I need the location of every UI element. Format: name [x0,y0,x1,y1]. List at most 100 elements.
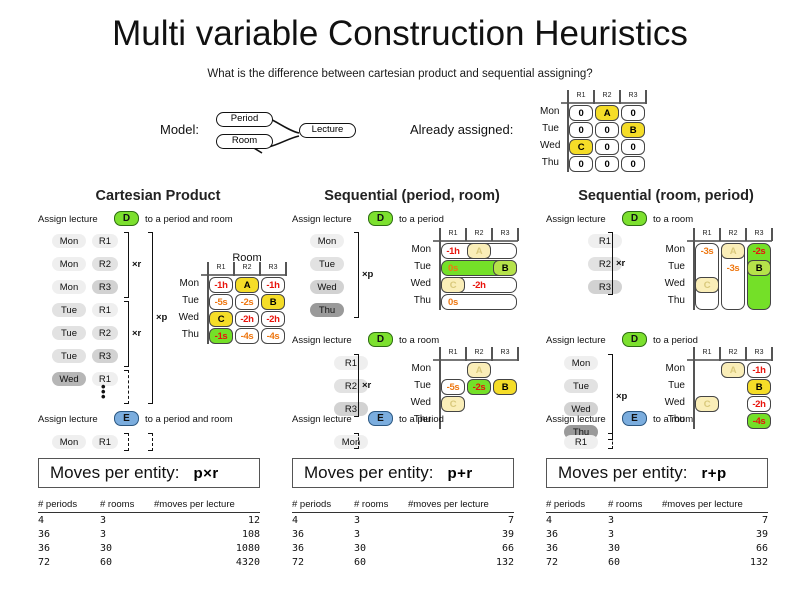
table-row: 72 60 132 [292,555,514,569]
assign-entity-pill-D[interactable]: D [368,332,393,347]
stats-header-1: # rooms [608,498,662,513]
table-row: 36 30 66 [292,541,514,555]
grid-col-header-R1: R1 [702,349,712,356]
rooms-value: 60 [100,556,113,568]
periods-value: 36 [546,528,559,540]
grid-cell: 0s [448,296,458,308]
stats-header-1: # rooms [100,498,154,513]
assign-entity-pill-E[interactable]: E [114,411,139,426]
stats-header-0: # periods [546,498,608,513]
moves-per-entity-label: Moves per entity: [304,463,434,482]
grid-col-header-R3: R3 [500,349,510,356]
grid-cell: C [695,277,719,293]
grid-bar [695,243,719,310]
grid-title-room: Room [232,252,262,264]
grid-col-divider [517,347,519,361]
grid-col-header-R1: R1 [702,230,712,237]
grid-cell: -2s [467,379,491,395]
column-heading-1: Sequential (period, room) [324,188,500,204]
entity-pill-Wed: Wed [310,280,344,294]
table-row: 4 3 7 [546,513,768,528]
grid-row-label-Thu: Thu [667,414,685,425]
grid-cell: A [721,243,745,259]
grid-cell: -4s [261,328,285,344]
grid-cell: B [261,294,285,310]
entity-pill-period: Tue [52,349,86,363]
grid-cell: -2h [261,311,285,327]
grid-cell: 0 [595,139,619,155]
grid-col-divider [593,90,595,104]
table-row: 4 3 12 [38,513,260,528]
stats-header-2: #moves per lecture [154,498,260,513]
assign-lecture-suffix: to a period [653,335,698,346]
grid-cell: -1s [209,328,233,344]
grid-row-label-Tue: Tue [414,380,431,391]
grid-cell: B [493,379,517,395]
periods-value: 36 [292,542,305,554]
already-assigned-label: Already assigned: [410,122,514,137]
entity-pill-period: Tue [52,303,86,317]
moves-value: 12 [247,514,260,526]
entity-pill-room: R3 [92,349,118,363]
grid-header-rule [687,240,772,242]
grid-row-label-Tue: Tue [182,295,199,306]
table-row: 36 3 108 [38,527,260,541]
grid-row-label-Wed: Wed [664,278,685,289]
periods-value: 4 [38,514,45,526]
grid-header-rule [201,274,286,276]
periods-value: 72 [38,556,51,568]
bracket-multiplier-label: ×p [362,269,374,280]
grid-row-label-Thu: Thu [541,157,559,168]
stats-header-2: #moves per lecture [662,498,768,513]
grid-cell: 0s [448,262,458,274]
moves-value: 66 [501,542,514,554]
grid-col-header-R2: R2 [242,264,252,271]
assign-entity-pill-D[interactable]: D [114,211,139,226]
model-period-box: Period [216,112,273,127]
page-title: Multi variable Construction Heuristics [112,14,688,53]
moves-per-entity-formula: r+p [701,464,727,482]
entity-pill-Tue: Tue [564,379,598,393]
grid-cell: -2h [747,396,771,412]
table-row: 4 3 7 [292,513,514,528]
grid-cell: C [569,139,593,155]
periods-value: 36 [292,528,305,540]
assign-entity-pill-E[interactable]: E [622,411,647,426]
grid-row-label-Mon: Mon [411,244,431,255]
grid-row-label-Mon: Mon [665,244,685,255]
moves-value: 108 [241,528,260,540]
grid-col-header-R2: R2 [728,349,738,356]
rooms-value: 3 [100,528,107,540]
moves-per-entity-box-2: Moves per entity: r+p [546,458,768,488]
grid-col-divider [465,228,467,241]
entity-pill-R3: R3 [334,402,368,416]
assign-entity-pill-D[interactable]: D [368,211,393,226]
grid-col-header-R1: R1 [216,264,226,271]
grid-col-divider [285,262,287,276]
periods-value: 4 [546,514,553,526]
entity-pill-last: R1 [564,435,598,449]
grid-col-header-R1: R1 [448,349,458,356]
stats-table-0: # periods # rooms #moves per lecture 4 3 12 36… [38,498,260,569]
rooms-value: 60 [354,556,367,568]
grid-cell: A [595,105,619,121]
bracket-list1 [354,232,359,318]
grid-cell: C [441,277,465,293]
grid-col-header-R3: R3 [500,230,510,237]
grid-header-rule [433,240,518,242]
bracket-r-3 [124,370,129,404]
assign-entity-pill-D[interactable]: D [622,211,647,226]
table-row: 72 60 132 [546,555,768,569]
grid-row-label-Wed: Wed [410,278,431,289]
grid-col-divider [465,347,467,361]
grid-cell: B [747,260,771,276]
bracket-list2 [608,354,613,440]
grid-col-header-R2: R2 [602,92,612,99]
moves-value: 7 [507,514,514,526]
assign-entity-pill-D[interactable]: D [622,332,647,347]
grid-col-divider [207,262,209,344]
bracket-list2 [354,354,359,417]
rooms-value: 30 [100,542,113,554]
grid-cell: B [621,122,645,138]
assign-entity-pill-E[interactable]: E [368,411,393,426]
